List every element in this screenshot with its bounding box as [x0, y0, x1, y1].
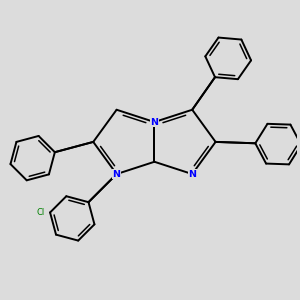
- Text: N: N: [150, 118, 158, 127]
- Text: N: N: [188, 169, 196, 178]
- Text: Cl: Cl: [37, 208, 45, 217]
- Text: N: N: [112, 169, 121, 178]
